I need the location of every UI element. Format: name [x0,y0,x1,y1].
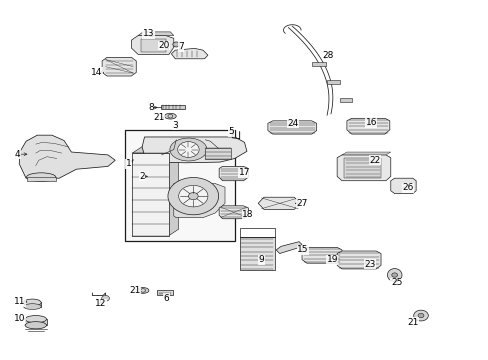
Bar [132,153,168,235]
Ellipse shape [164,113,176,119]
Ellipse shape [169,138,206,161]
Text: 11: 11 [15,297,26,306]
Bar [311,62,326,66]
Polygon shape [142,137,246,163]
Bar [339,98,351,102]
Text: 21: 21 [153,113,164,122]
Ellipse shape [188,193,198,200]
Ellipse shape [391,273,397,277]
Text: 6: 6 [163,294,169,303]
Text: 3: 3 [172,121,178,130]
Text: 28: 28 [322,51,333,60]
Ellipse shape [26,173,56,181]
Bar [204,148,231,159]
Ellipse shape [25,316,46,323]
Bar [26,177,56,181]
Polygon shape [219,166,248,181]
Ellipse shape [386,269,401,282]
Polygon shape [341,152,390,155]
Bar [327,80,339,84]
Polygon shape [132,147,178,153]
Text: 27: 27 [296,199,307,208]
Bar [141,39,166,51]
Polygon shape [267,121,316,134]
Ellipse shape [178,185,207,207]
Text: 20: 20 [158,41,169,50]
Ellipse shape [413,310,427,321]
Text: 19: 19 [326,255,337,264]
Text: 21: 21 [129,285,140,294]
Polygon shape [138,32,173,36]
Text: 17: 17 [238,168,250,177]
Text: 25: 25 [390,278,402,287]
Polygon shape [302,247,341,263]
Text: 13: 13 [142,29,154,38]
Polygon shape [336,251,380,269]
Text: 14: 14 [91,68,102,77]
Polygon shape [219,206,248,219]
Text: 9: 9 [258,255,264,264]
Text: 8: 8 [148,103,153,112]
Ellipse shape [167,177,218,215]
Text: 4: 4 [15,150,20,159]
Ellipse shape [102,296,109,301]
Polygon shape [173,184,224,218]
Ellipse shape [417,314,423,318]
Ellipse shape [177,141,199,157]
Ellipse shape [137,288,149,293]
Ellipse shape [172,42,179,47]
Text: 23: 23 [364,260,375,269]
Polygon shape [168,147,178,235]
Ellipse shape [23,304,41,310]
Ellipse shape [23,299,41,306]
Bar [160,105,184,109]
Bar [344,158,380,178]
Polygon shape [19,135,115,178]
Bar [239,237,274,270]
Text: 10: 10 [15,314,26,323]
Polygon shape [131,36,173,54]
Polygon shape [258,197,300,210]
Text: 2: 2 [139,172,144,181]
Text: 7: 7 [178,42,183,51]
Text: 16: 16 [365,118,376,127]
Text: 15: 15 [297,246,308,255]
Text: 12: 12 [95,299,106,308]
Polygon shape [390,178,415,194]
Bar [157,290,173,296]
Text: 21: 21 [406,318,418,327]
Polygon shape [171,48,207,59]
Bar [125,130,234,241]
Text: 22: 22 [369,156,380,165]
Text: 5: 5 [228,127,234,136]
Ellipse shape [25,321,46,329]
Text: 24: 24 [287,119,298,128]
Polygon shape [276,242,302,253]
Text: 1: 1 [125,159,131,168]
Polygon shape [102,57,136,76]
Bar [23,302,41,307]
Polygon shape [346,118,389,134]
Text: 18: 18 [242,210,253,219]
Bar [25,319,46,325]
Text: 26: 26 [401,183,413,192]
Polygon shape [336,155,390,181]
